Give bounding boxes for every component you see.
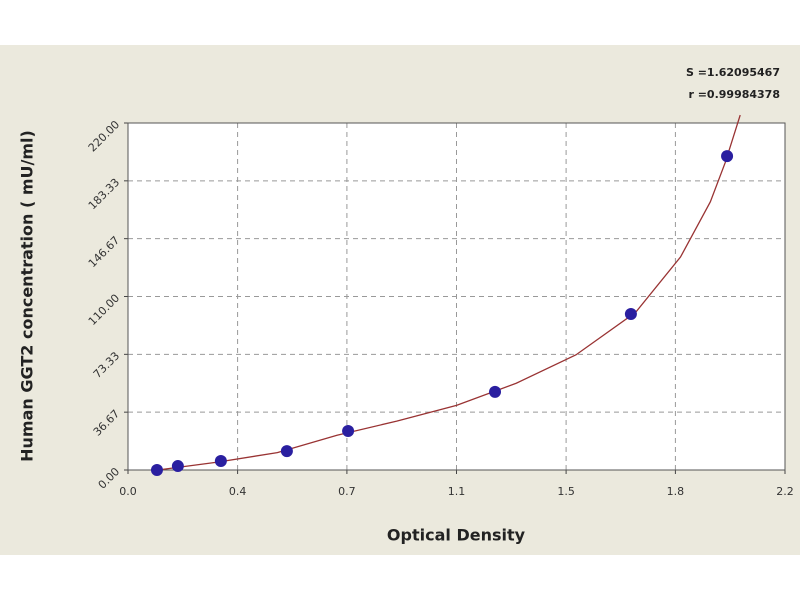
x-tick-label: 0.0 — [119, 485, 137, 498]
plot-frame — [127, 122, 786, 471]
data-point — [624, 308, 637, 321]
y-axis-title: Human GGT2 concentration ( mU/ml) — [18, 130, 37, 462]
annotation: S =1.62095467 — [686, 66, 780, 79]
x-tick-label: 1.1 — [448, 485, 466, 498]
data-point — [171, 460, 184, 473]
x-tick-label: 2.2 — [776, 485, 794, 498]
x-tick-label: 0.4 — [229, 485, 247, 498]
x-tick-label: 1.5 — [557, 485, 575, 498]
data-point — [489, 385, 502, 398]
data-point — [342, 425, 355, 438]
x-axis-title: Optical Density — [387, 526, 526, 545]
data-point — [150, 464, 163, 476]
fit-curve — [157, 114, 741, 471]
data-point — [280, 445, 293, 458]
data-point — [214, 455, 227, 468]
annotation: r =0.99984378 — [688, 88, 780, 101]
x-tick-label: 0.7 — [338, 485, 356, 498]
data-point — [721, 150, 734, 163]
x-tick-label: 1.8 — [667, 485, 685, 498]
